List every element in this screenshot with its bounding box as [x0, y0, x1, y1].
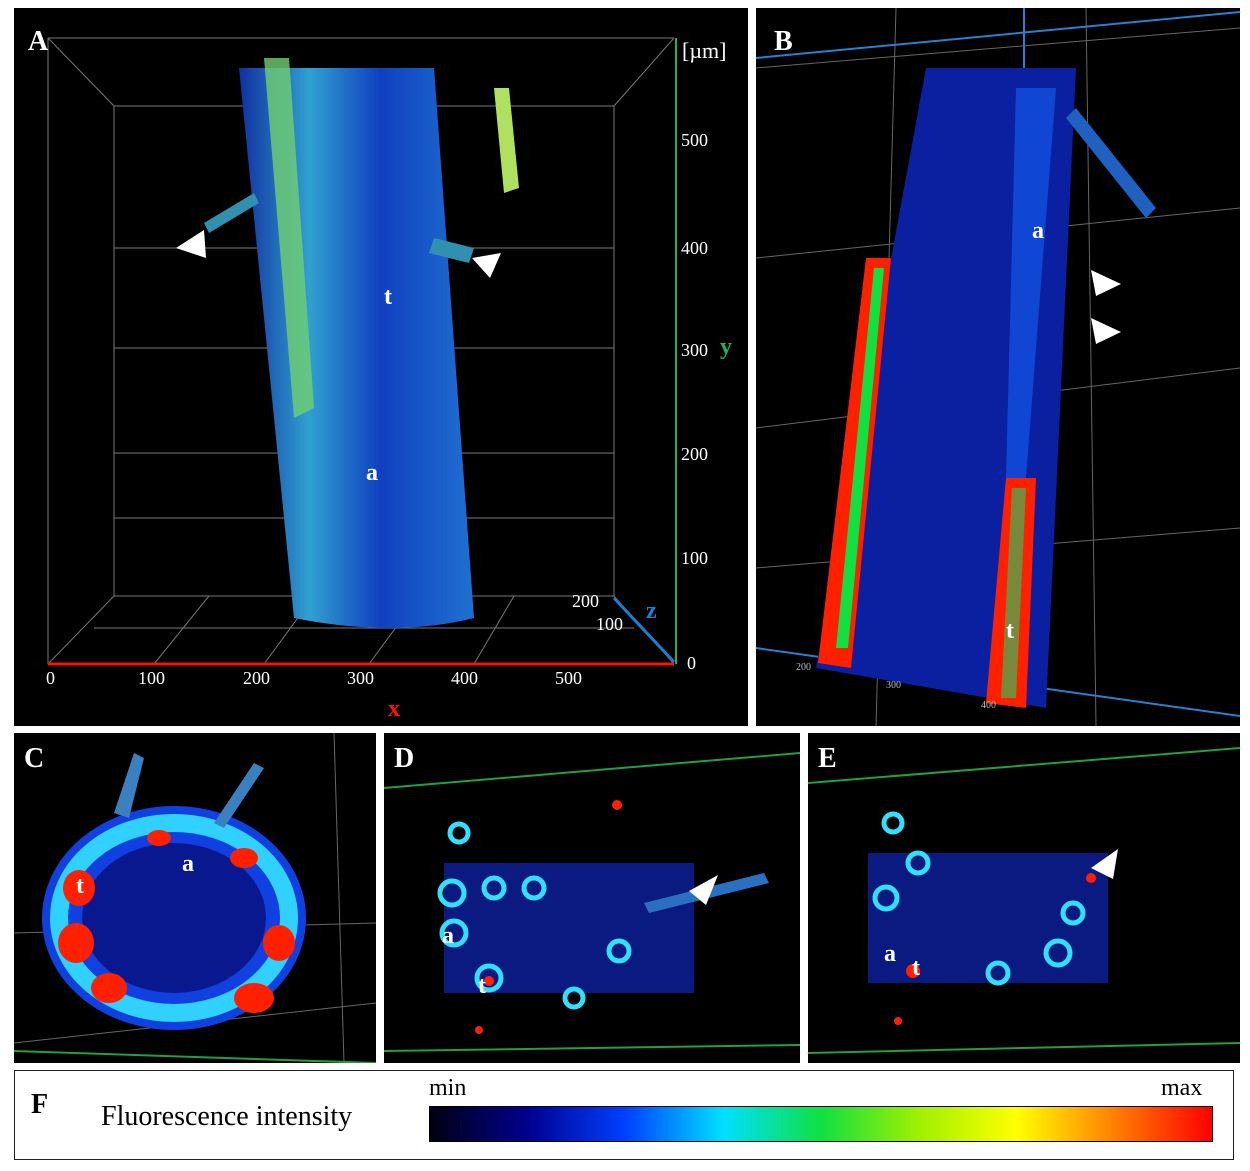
x-tick: 500 — [555, 668, 582, 688]
x-tick: 300 — [347, 668, 374, 688]
panel-label: F — [31, 1089, 49, 1120]
annotation-t: t — [478, 973, 486, 999]
annotation-t: t — [912, 955, 920, 981]
tick: 400 — [981, 700, 996, 711]
tissue-mid — [836, 268, 884, 648]
x-tick: 400 — [451, 668, 478, 688]
z-tick: 200 — [572, 591, 599, 611]
arrowhead-icon — [689, 875, 718, 905]
panel-e-render — [808, 747, 1240, 1054]
panel-label: D — [394, 743, 415, 774]
panel-b: B a t 200 300 400 — [756, 8, 1240, 726]
panel-e: E a t — [808, 733, 1240, 1063]
annotation-a: a — [884, 941, 896, 967]
panel-a: A [µm] 0 100 200 300 400 500 0 100 200 3… — [14, 8, 748, 726]
y-tick: 0 — [687, 653, 696, 673]
panel-label: A — [28, 26, 49, 57]
colorbar-max-label: max — [1161, 1075, 1203, 1101]
colorbar-min-label: min — [429, 1075, 467, 1101]
arrowhead-icon — [176, 230, 206, 258]
tissue-high — [58, 830, 295, 1013]
hair-cell — [494, 88, 519, 193]
z-axis — [612, 596, 676, 664]
panel-label: E — [818, 743, 837, 774]
y-tick: 100 — [681, 548, 708, 568]
annotation-t: t — [76, 873, 84, 899]
arrowhead-icon — [472, 253, 501, 278]
panel-label: C — [24, 743, 45, 774]
panel-c: C t a — [14, 733, 376, 1063]
annotation-a: a — [366, 460, 378, 486]
tick: 200 — [796, 662, 811, 673]
arrowhead-icon — [1091, 849, 1118, 879]
annotation-a: a — [442, 923, 454, 949]
root-hair — [204, 193, 259, 233]
y-tick: 400 — [681, 238, 708, 258]
z-tick: 100 — [596, 614, 623, 634]
tick: 300 — [886, 680, 901, 691]
root-cross-section — [868, 853, 1108, 983]
arrowhead-icon — [1091, 270, 1121, 296]
panel-d: D a t — [384, 733, 800, 1063]
annotation-a: a — [182, 851, 194, 877]
panel-f-colorbar-legend: F Fluorescence intensity min max — [14, 1070, 1234, 1160]
annotation-a: a — [1032, 218, 1044, 244]
x-tick: 100 — [138, 668, 165, 688]
y-tick: 200 — [681, 444, 708, 464]
panel-a-render — [47, 37, 677, 666]
z-axis-label: z — [646, 598, 657, 624]
y-axis-label: y — [720, 334, 732, 360]
arrowhead-icon — [1091, 318, 1121, 344]
x-tick: 0 — [46, 668, 55, 688]
annotation-t: t — [1006, 618, 1014, 644]
colorbar-title: Fluorescence intensity — [101, 1101, 353, 1132]
panel-b-render — [756, 8, 1240, 726]
panel-label: B — [774, 26, 793, 57]
x-tick: 200 — [243, 668, 270, 688]
panel-c-render — [14, 733, 376, 1063]
root-hair — [429, 238, 474, 263]
hair-cell — [264, 58, 314, 418]
x-axis-label: x — [388, 696, 400, 722]
unit-label: [µm] — [682, 38, 727, 63]
annotation-t: t — [384, 284, 392, 310]
colorbar — [429, 1106, 1213, 1142]
y-tick: 300 — [681, 340, 708, 360]
panel-d-render — [384, 752, 800, 1052]
root-hair — [1066, 108, 1156, 218]
y-tick: 500 — [681, 130, 708, 150]
